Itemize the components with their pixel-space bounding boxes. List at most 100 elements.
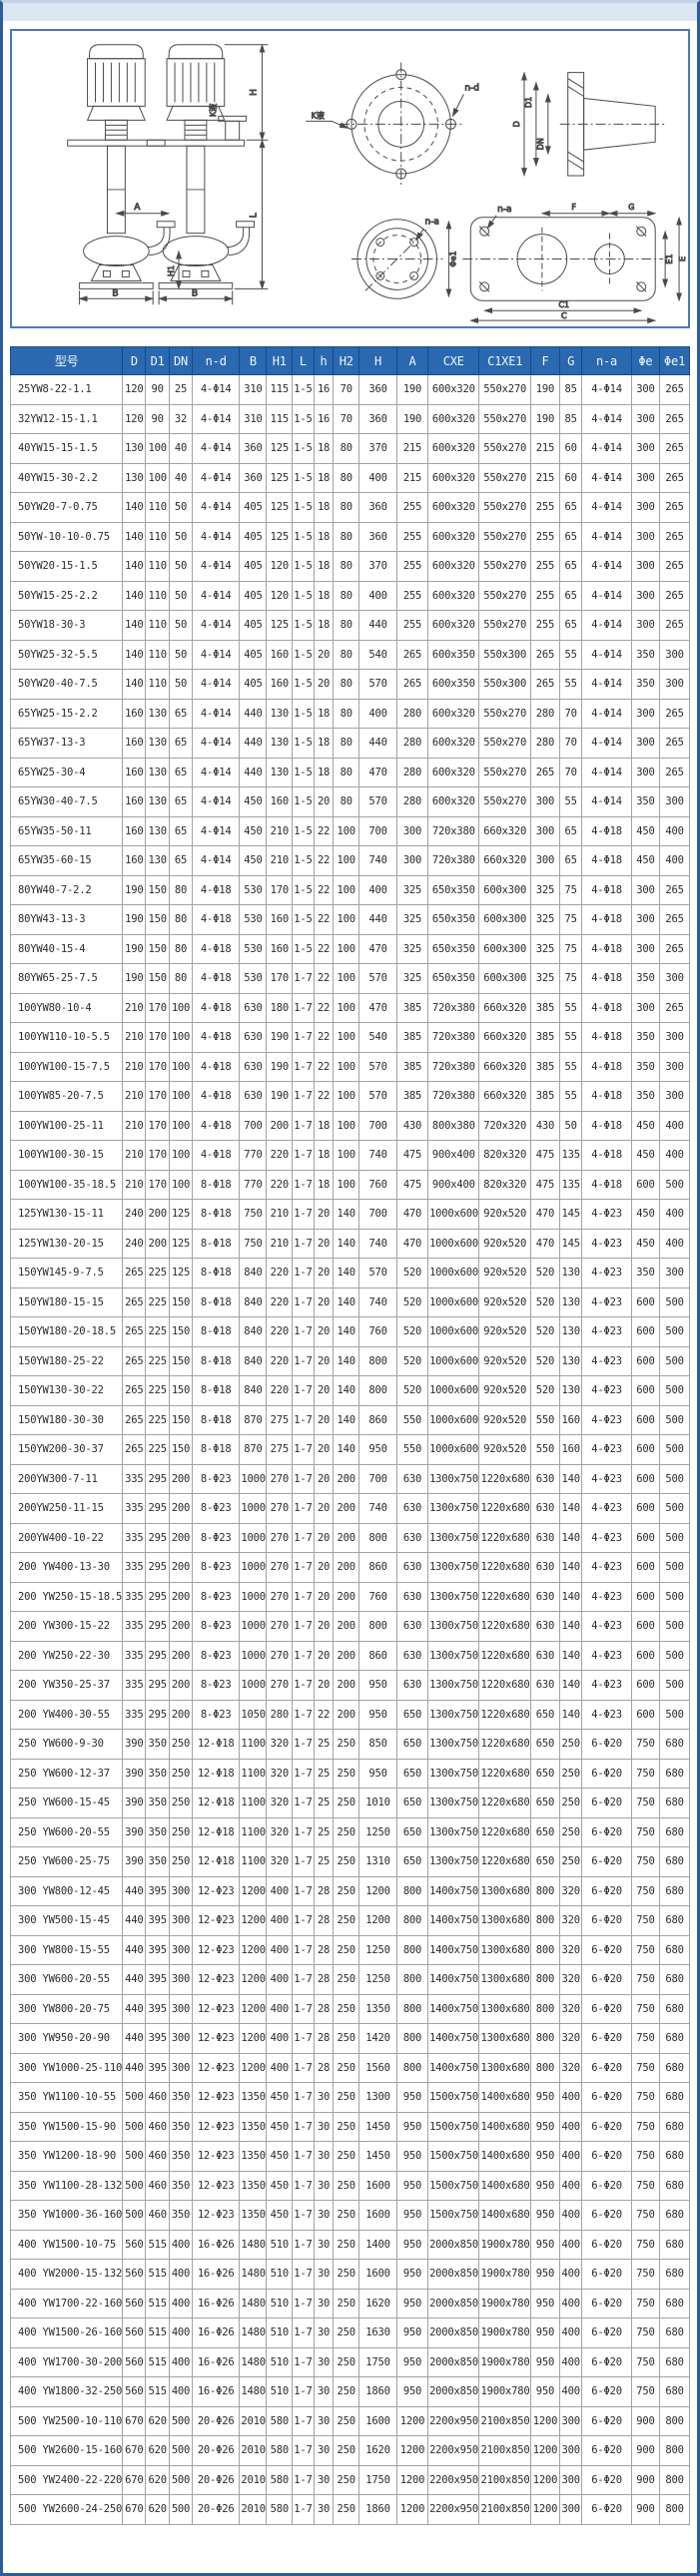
spec-value-cell: 650 (395, 1846, 429, 1877)
spec-value-cell: 12-Φ18 (191, 1846, 241, 1877)
spec-value-cell: 680 (659, 1964, 690, 1995)
table-row: 125YW130-20-15 240 200 125 8-Φ18 750 210 1-7 20 1… (9, 1228, 690, 1259)
spec-value-cell: 20 (313, 1493, 335, 1524)
spec-value-cell: 1300x750 (427, 1552, 480, 1583)
spec-value-cell: 200 (169, 1522, 193, 1553)
spec-value-cell: 265 (659, 492, 690, 523)
spec-value-cell: 520 (395, 1345, 429, 1376)
spec-value-cell: 100 (333, 874, 360, 905)
spec-value-cell: 320 (558, 1905, 583, 1936)
spec-value-cell: 16-Φ26 (191, 2288, 241, 2318)
spec-value-cell: 1000x600 (427, 1228, 480, 1259)
table-row: 300 YW800-12-45 440 395 300 12-Φ23 1200 400 1-7… (9, 1875, 690, 1906)
table-row: 300 YW1000-25-110 440 395 300 12-Φ23 1200 400 1… (9, 2052, 690, 2083)
table-row: 250 YW600-15-45 390 350 250 12-Φ18 1100 320 1-7… (9, 1788, 690, 1818)
spec-value-cell: 400 (558, 2082, 583, 2113)
spec-value-cell: 350 (630, 1081, 661, 1112)
spec-value-cell: 150 (145, 933, 170, 964)
spec-value-cell: 55 (558, 639, 583, 670)
spec-value-cell: 200 (333, 1581, 360, 1612)
spec-value-cell: 250 (333, 2494, 360, 2525)
model-cell: 40YW15-15-1.5 (9, 433, 124, 464)
spec-value-cell: 1400x750 (427, 2023, 480, 2054)
spec-value-cell: 4-Φ23 (581, 1316, 632, 1347)
spec-value-cell: 8-Φ18 (191, 1287, 241, 1317)
col-header-c1xe1: C1XE1 (478, 346, 531, 375)
spec-value-cell: 600x320 (427, 580, 480, 611)
spec-value-cell: 600x320 (427, 462, 480, 493)
spec-value-cell: 190 (266, 1051, 294, 1082)
spec-value-cell: 500 (659, 1493, 690, 1524)
model-cell: 300 YW600-20-55 (9, 1964, 124, 1995)
spec-value-cell: 300 (529, 815, 561, 846)
spec-value-cell: 400 (169, 2288, 193, 2318)
spec-value-cell: 660x320 (478, 815, 531, 846)
spec-value-cell: 55 (558, 786, 583, 817)
spec-value-cell: 760 (358, 1581, 397, 1612)
spec-value-cell: 250 (333, 2376, 360, 2407)
spec-value-cell: 4-Φ18 (191, 1022, 241, 1053)
dim-b-label: B (192, 288, 198, 298)
table-row: 50YW20-15-1.5 140 110 50 4-Φ14 405 120 1-5 18 80 3… (9, 551, 690, 582)
spec-value-cell: 1-7 (292, 2023, 315, 2054)
spec-value-cell: 140 (122, 580, 147, 611)
pump-spec-table: 型号 D D1 DN n-d B H1 L h H2 H A CXE C1XE1… (9, 346, 690, 2525)
spec-value-cell: 110 (145, 492, 170, 523)
spec-value-cell: 360 (358, 521, 397, 552)
spec-value-cell: 650x350 (427, 874, 480, 905)
spec-value-cell: 210 (266, 815, 294, 846)
spec-value-cell: 220 (266, 1287, 294, 1317)
spec-value-cell: 1900x780 (478, 2259, 531, 2290)
spec-value-cell: 75 (558, 933, 583, 964)
spec-value-cell: 1220x680 (478, 1846, 531, 1877)
spec-value-cell: 28 (313, 2023, 335, 2054)
col-header-na: n-a (581, 346, 632, 375)
spec-value-cell: 30 (313, 2111, 335, 2142)
spec-value-cell: 1100 (239, 1846, 268, 1877)
spec-value-cell: 210 (122, 1081, 147, 1112)
table-row: 80YW65-25-7.5 190 150 80 4-Φ18 530 170 1-7 22 100… (9, 963, 690, 994)
spec-value-cell: 1220x680 (478, 1611, 531, 1642)
spec-value-cell: 405 (239, 580, 268, 611)
spec-value-cell: 295 (145, 1581, 170, 1612)
model-cell: 100YW80-10-4 (9, 992, 124, 1023)
spec-value-cell: 8-Φ18 (191, 1434, 241, 1465)
spec-value-cell: 1000x600 (427, 1375, 480, 1406)
spec-value-cell: 1-7 (292, 2376, 315, 2407)
spec-value-cell: 22 (313, 1022, 335, 1053)
spec-value-cell: 580 (266, 2464, 294, 2495)
spec-value-cell: 6-Φ20 (581, 1905, 632, 1936)
spec-value-cell: 250 (333, 2346, 360, 2377)
table-row: 150YW180-20-18.5 265 225 150 8-Φ18 840 220 1-7 2… (9, 1316, 690, 1347)
spec-value-cell: 540 (358, 639, 397, 670)
dim-e1-label: E1 (665, 254, 674, 263)
spec-value-cell: 4-Φ18 (581, 963, 632, 994)
spec-value-cell: 180 (266, 992, 294, 1023)
spec-value-cell: 6-Φ20 (581, 2435, 632, 2466)
spec-value-cell: 550x270 (478, 580, 531, 611)
table-row: 80YW40-7-2.2 190 150 80 4-Φ18 530 170 1-5 22 100 4… (9, 874, 690, 905)
model-cell: 200 YW300-15-22 (9, 1611, 124, 1642)
spec-value-cell: 800 (529, 1875, 561, 1906)
spec-value-cell: 140 (333, 1258, 360, 1288)
spec-value-cell: 1100 (239, 1729, 268, 1760)
spec-value-cell: 130 (145, 698, 170, 729)
spec-value-cell: 950 (529, 2111, 561, 2142)
spec-value-cell: 740 (358, 1493, 397, 1524)
model-cell: 150YW180-30-30 (9, 1404, 124, 1435)
spec-value-cell: 25 (313, 1758, 335, 1789)
spec-value-cell: 20 (313, 1640, 335, 1671)
spec-value-cell: 510 (266, 2318, 294, 2348)
spec-value-cell: 265 (122, 1316, 147, 1347)
spec-value-cell: 475 (529, 1140, 561, 1171)
spec-value-cell: 8-Φ18 (191, 1316, 241, 1347)
spec-value-cell: 300 (395, 815, 429, 846)
spec-value-cell: 1220x680 (478, 1788, 531, 1818)
table-row: 350 YW1200-18-90 500 460 350 12-Φ23 1350 450 1-… (9, 2141, 690, 2172)
spec-value-cell: 440 (358, 610, 397, 641)
spec-value-cell: 400 (358, 698, 397, 729)
spec-value-cell: 1400x750 (427, 1993, 480, 2024)
spec-value-cell: 6-Φ20 (581, 2376, 632, 2407)
spec-value-cell: 950 (358, 1670, 397, 1701)
